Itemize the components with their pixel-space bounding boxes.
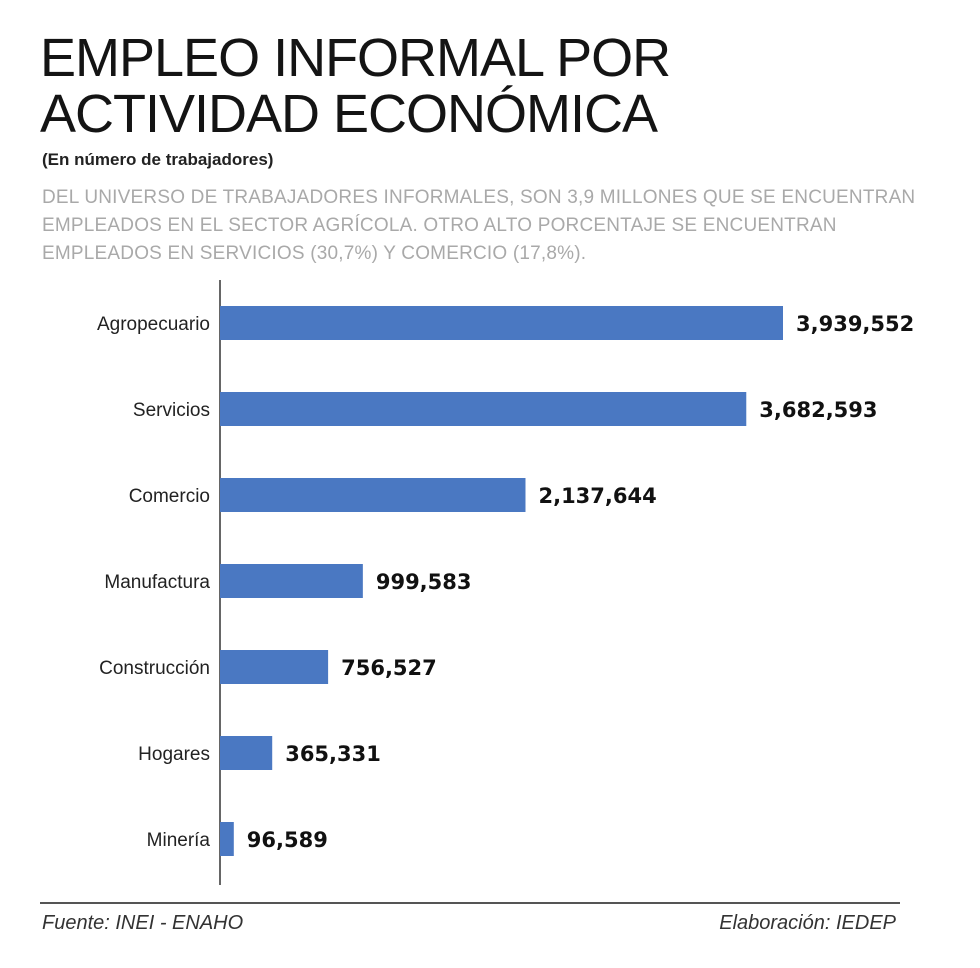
- bar-construcción: [220, 650, 329, 684]
- chart-description: DEL UNIVERSO DE TRABAJADORES INFORMALES,…: [42, 187, 916, 264]
- chart-subtitle: (En número de trabajadores): [42, 150, 274, 169]
- bar-minería: [220, 822, 234, 856]
- bar-hogares: [220, 736, 273, 770]
- category-label: Construcción: [99, 658, 210, 679]
- bar-servicios: [220, 392, 747, 426]
- category-label: Comercio: [129, 486, 210, 507]
- value-label: 96,589: [247, 828, 328, 852]
- source-note: Fuente: INEI - ENAHO: [42, 912, 244, 934]
- value-label: 3,939,552: [796, 312, 914, 336]
- category-label: Servicios: [133, 400, 210, 421]
- bar-agropecuario: [220, 306, 783, 340]
- value-label: 365,331: [285, 742, 381, 766]
- category-label: Minería: [147, 830, 211, 851]
- value-label: 756,527: [341, 656, 437, 680]
- category-label: Hogares: [138, 744, 210, 765]
- chart-title: EMPLEO INFORMAL POR ACTIVIDAD ECONÓMICA: [40, 28, 671, 144]
- bar-comercio: [220, 478, 526, 512]
- bar-chart: Agropecuario 3,939,552 Servicios 3,682,593 C…: [97, 280, 914, 885]
- credit-note: Elaboración: IEDEP: [719, 912, 896, 934]
- footer-divider: [40, 902, 900, 904]
- category-label: Manufactura: [104, 572, 210, 593]
- value-label: 999,583: [376, 570, 472, 594]
- value-label: 2,137,644: [538, 484, 656, 508]
- value-label: 3,682,593: [759, 398, 877, 422]
- category-label: Agropecuario: [97, 314, 210, 335]
- bar-manufactura: [220, 564, 363, 598]
